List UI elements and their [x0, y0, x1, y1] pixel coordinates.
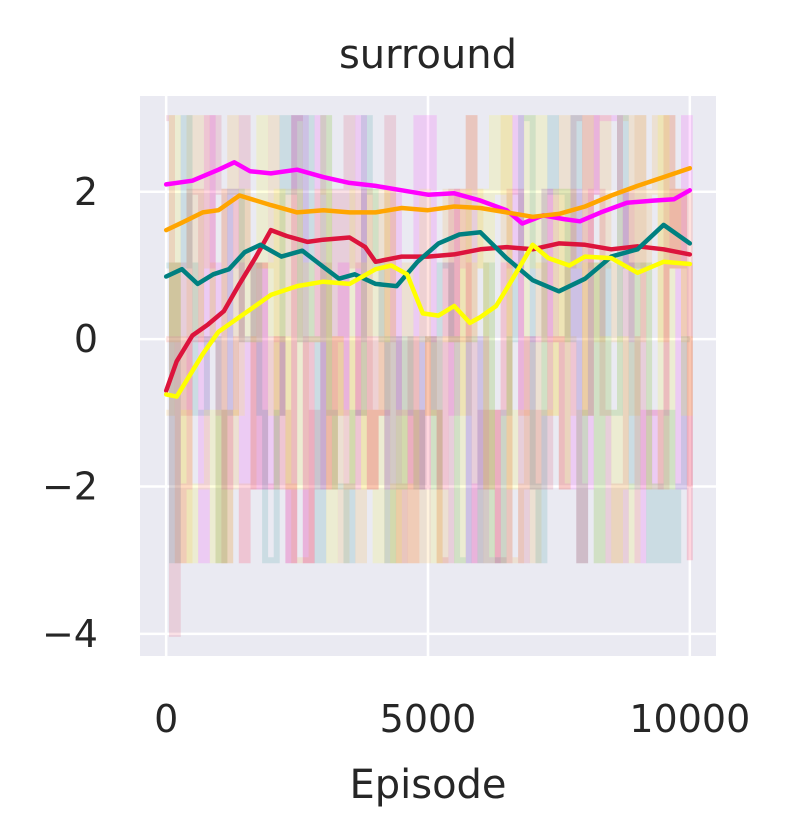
- y-axis-ticks: −4 −2 0 2: [42, 170, 98, 656]
- series-line: [163, 165, 693, 233]
- raw-trace: [166, 115, 693, 564]
- raw-trace: [166, 115, 693, 637]
- raw-trace: [166, 115, 693, 564]
- series-line: [163, 222, 693, 294]
- y-tick-label: −2: [42, 465, 98, 509]
- series-lines: [163, 160, 693, 399]
- series-line: [163, 242, 693, 399]
- y-tick-label: −4: [42, 612, 98, 656]
- raw-trace: [166, 115, 693, 564]
- raw-traces: [166, 115, 693, 637]
- x-axis-ticks: 0 5000 10000: [154, 697, 750, 741]
- x-tick-label: 5000: [380, 697, 477, 741]
- x-axis-label: Episode: [349, 762, 506, 808]
- series-line: [163, 227, 693, 393]
- y-tick-label: 2: [74, 170, 98, 214]
- chart-title: surround: [339, 32, 517, 78]
- series-line: [163, 160, 693, 226]
- y-tick-label: 0: [74, 317, 98, 361]
- raw-trace: [166, 115, 690, 564]
- x-tick-label: 10000: [629, 697, 750, 741]
- x-tick-label: 0: [154, 697, 178, 741]
